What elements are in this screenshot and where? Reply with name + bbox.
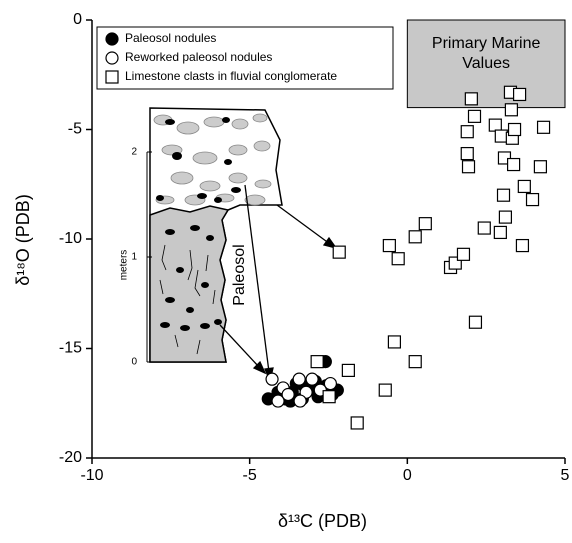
marker-square <box>512 87 527 102</box>
marker-square <box>493 225 507 240</box>
x-tick-label: 0 <box>403 467 412 484</box>
x-axis-label: δ¹³C (PDB) <box>278 511 367 531</box>
scale-label: meters <box>119 250 130 281</box>
marker-square <box>460 125 474 139</box>
marker-square <box>494 129 508 143</box>
marker-square <box>515 238 530 253</box>
y-tick-label: -10 <box>59 230 82 247</box>
marker-square <box>525 192 540 207</box>
scale-tick-label: 2 <box>131 147 137 158</box>
marker-square <box>467 109 482 123</box>
marker-square <box>533 160 548 174</box>
marker-circle <box>292 372 306 386</box>
root-traces <box>159 244 216 355</box>
marker-square <box>460 146 474 161</box>
marker-square <box>418 217 432 231</box>
y-tick-label: -20 <box>59 449 82 466</box>
x-tick-label: 5 <box>561 467 570 484</box>
marker-square <box>477 221 491 235</box>
legend-label: Paleosol nodules <box>125 31 216 45</box>
marker-square <box>517 179 531 194</box>
legend-label: Limestone clasts in fluvial conglomerate <box>125 69 337 83</box>
marker-square <box>332 245 346 259</box>
marker-square <box>456 247 471 261</box>
marker-square <box>387 335 402 349</box>
marker-square <box>507 122 522 137</box>
marker-circle <box>323 376 337 391</box>
nodules <box>156 117 241 331</box>
marker-circle <box>271 394 285 408</box>
scale-tick-label: 1 <box>131 252 137 263</box>
x-tick-label: -5 <box>243 467 257 484</box>
region-label: Primary Marine <box>432 35 541 52</box>
marker-square <box>504 103 518 117</box>
series <box>310 85 551 430</box>
legend: Paleosol nodules Reworked paleosol nodule… <box>96 26 394 90</box>
marker-square <box>322 390 336 404</box>
marker-circle <box>105 51 119 65</box>
marker-square <box>536 120 551 134</box>
marker-square <box>310 355 324 369</box>
marker-square <box>408 230 422 244</box>
marker-circle <box>281 387 295 402</box>
y-tick-label: -15 <box>59 340 82 357</box>
marker-square <box>391 252 405 266</box>
series <box>265 372 337 408</box>
marker-circle <box>265 372 279 386</box>
y-tick-label: 0 <box>73 11 82 28</box>
marker-square <box>496 188 511 202</box>
marker-square <box>350 416 364 430</box>
marker-square <box>408 355 422 369</box>
marker-square <box>382 238 396 253</box>
inset-diagram: meters Paleosol <box>119 107 338 384</box>
marker-square <box>464 92 478 106</box>
marker-circle <box>105 32 119 46</box>
legend-box <box>96 26 394 90</box>
marker-square <box>105 70 119 84</box>
marker-square <box>461 160 476 174</box>
x-tick-label: -10 <box>80 467 103 484</box>
legend-label: Reworked paleosol nodules <box>125 50 272 64</box>
marker-circle <box>293 394 307 408</box>
marker-square <box>498 210 513 224</box>
marker-square <box>341 363 355 377</box>
marker-square <box>468 315 483 329</box>
marker-square <box>378 383 392 397</box>
inset-label: Paleosol <box>231 244 248 305</box>
y-axis-label: δ¹⁸O (PDB) <box>13 194 33 286</box>
y-tick-label: -5 <box>68 121 82 138</box>
region-label: Values <box>462 55 510 72</box>
paleosol-column <box>149 205 230 363</box>
arrows <box>219 184 338 384</box>
clasts <box>153 113 272 206</box>
primary-marine-region <box>406 19 566 109</box>
marker-circle <box>305 372 319 386</box>
marker-square <box>507 157 521 172</box>
marker-square <box>488 118 502 132</box>
scale-tick-label: 0 <box>131 357 137 368</box>
